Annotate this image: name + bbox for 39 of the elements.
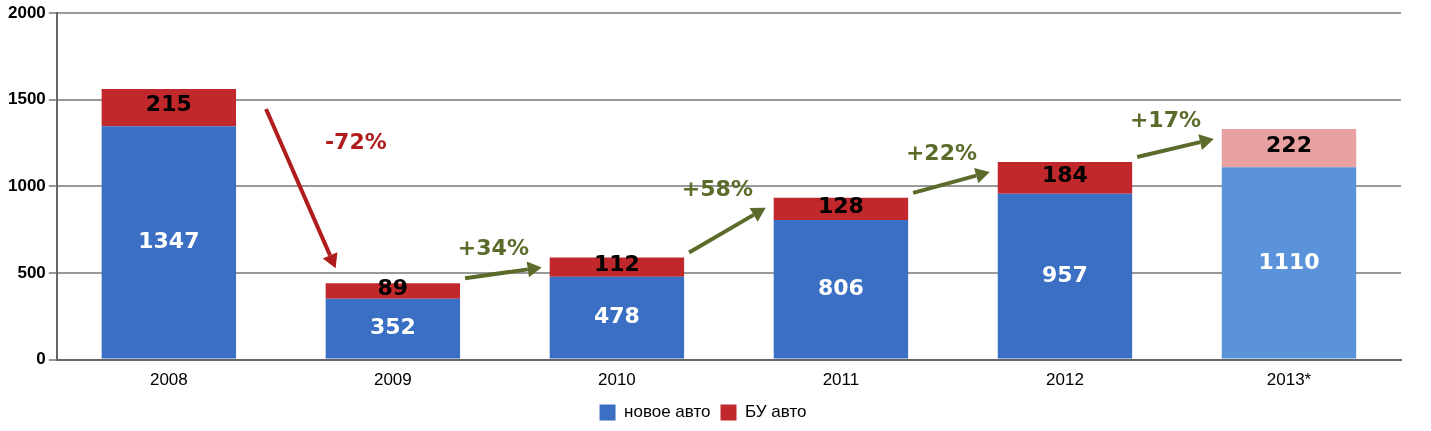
x-tick-label: 2010: [597, 370, 636, 390]
bar: [997, 193, 1133, 359]
bar: [549, 276, 685, 359]
y-tick-label: 1500: [7, 89, 46, 109]
data-label: 128: [817, 192, 864, 218]
y-tick-label: 1000: [7, 176, 46, 196]
data-label: 1110: [1258, 248, 1320, 274]
legend-label: БУ авто: [745, 402, 807, 422]
annotation: +22%: [905, 139, 977, 165]
data-label: 1347: [138, 228, 200, 254]
annotation: +58%: [681, 175, 753, 201]
annotation: +34%: [457, 235, 529, 261]
bar: [101, 126, 237, 359]
x-tick-label: 2009: [373, 370, 412, 390]
data-label: 112: [593, 250, 640, 276]
bar: [1221, 128, 1357, 168]
annotation: +17%: [1129, 106, 1202, 132]
x-tick-label: 2011: [822, 370, 860, 390]
bar: [549, 257, 685, 277]
data-label: 215: [145, 91, 192, 117]
data-label: 957: [1041, 261, 1088, 287]
y-tick-label: 0: [36, 349, 46, 369]
x-tick-label: 2008: [149, 370, 188, 390]
data-label: 352: [369, 314, 416, 340]
y-tick-label: 2000: [7, 2, 46, 22]
bar: [325, 298, 461, 359]
data-label: 478: [593, 303, 640, 329]
legend-label: новое авто: [624, 402, 711, 422]
bar: [773, 220, 909, 359]
bar: [1221, 167, 1357, 359]
annotation: -72%: [324, 129, 387, 155]
y-tick-label: 500: [17, 262, 46, 282]
bar: [101, 89, 237, 127]
bar: [997, 161, 1133, 194]
x-tick-label: 2013*: [1266, 370, 1312, 390]
x-tick-label: 2012: [1046, 370, 1084, 390]
data-label: 806: [817, 275, 864, 301]
data-label: 184: [1041, 161, 1088, 187]
data-label: 222: [1266, 131, 1312, 157]
